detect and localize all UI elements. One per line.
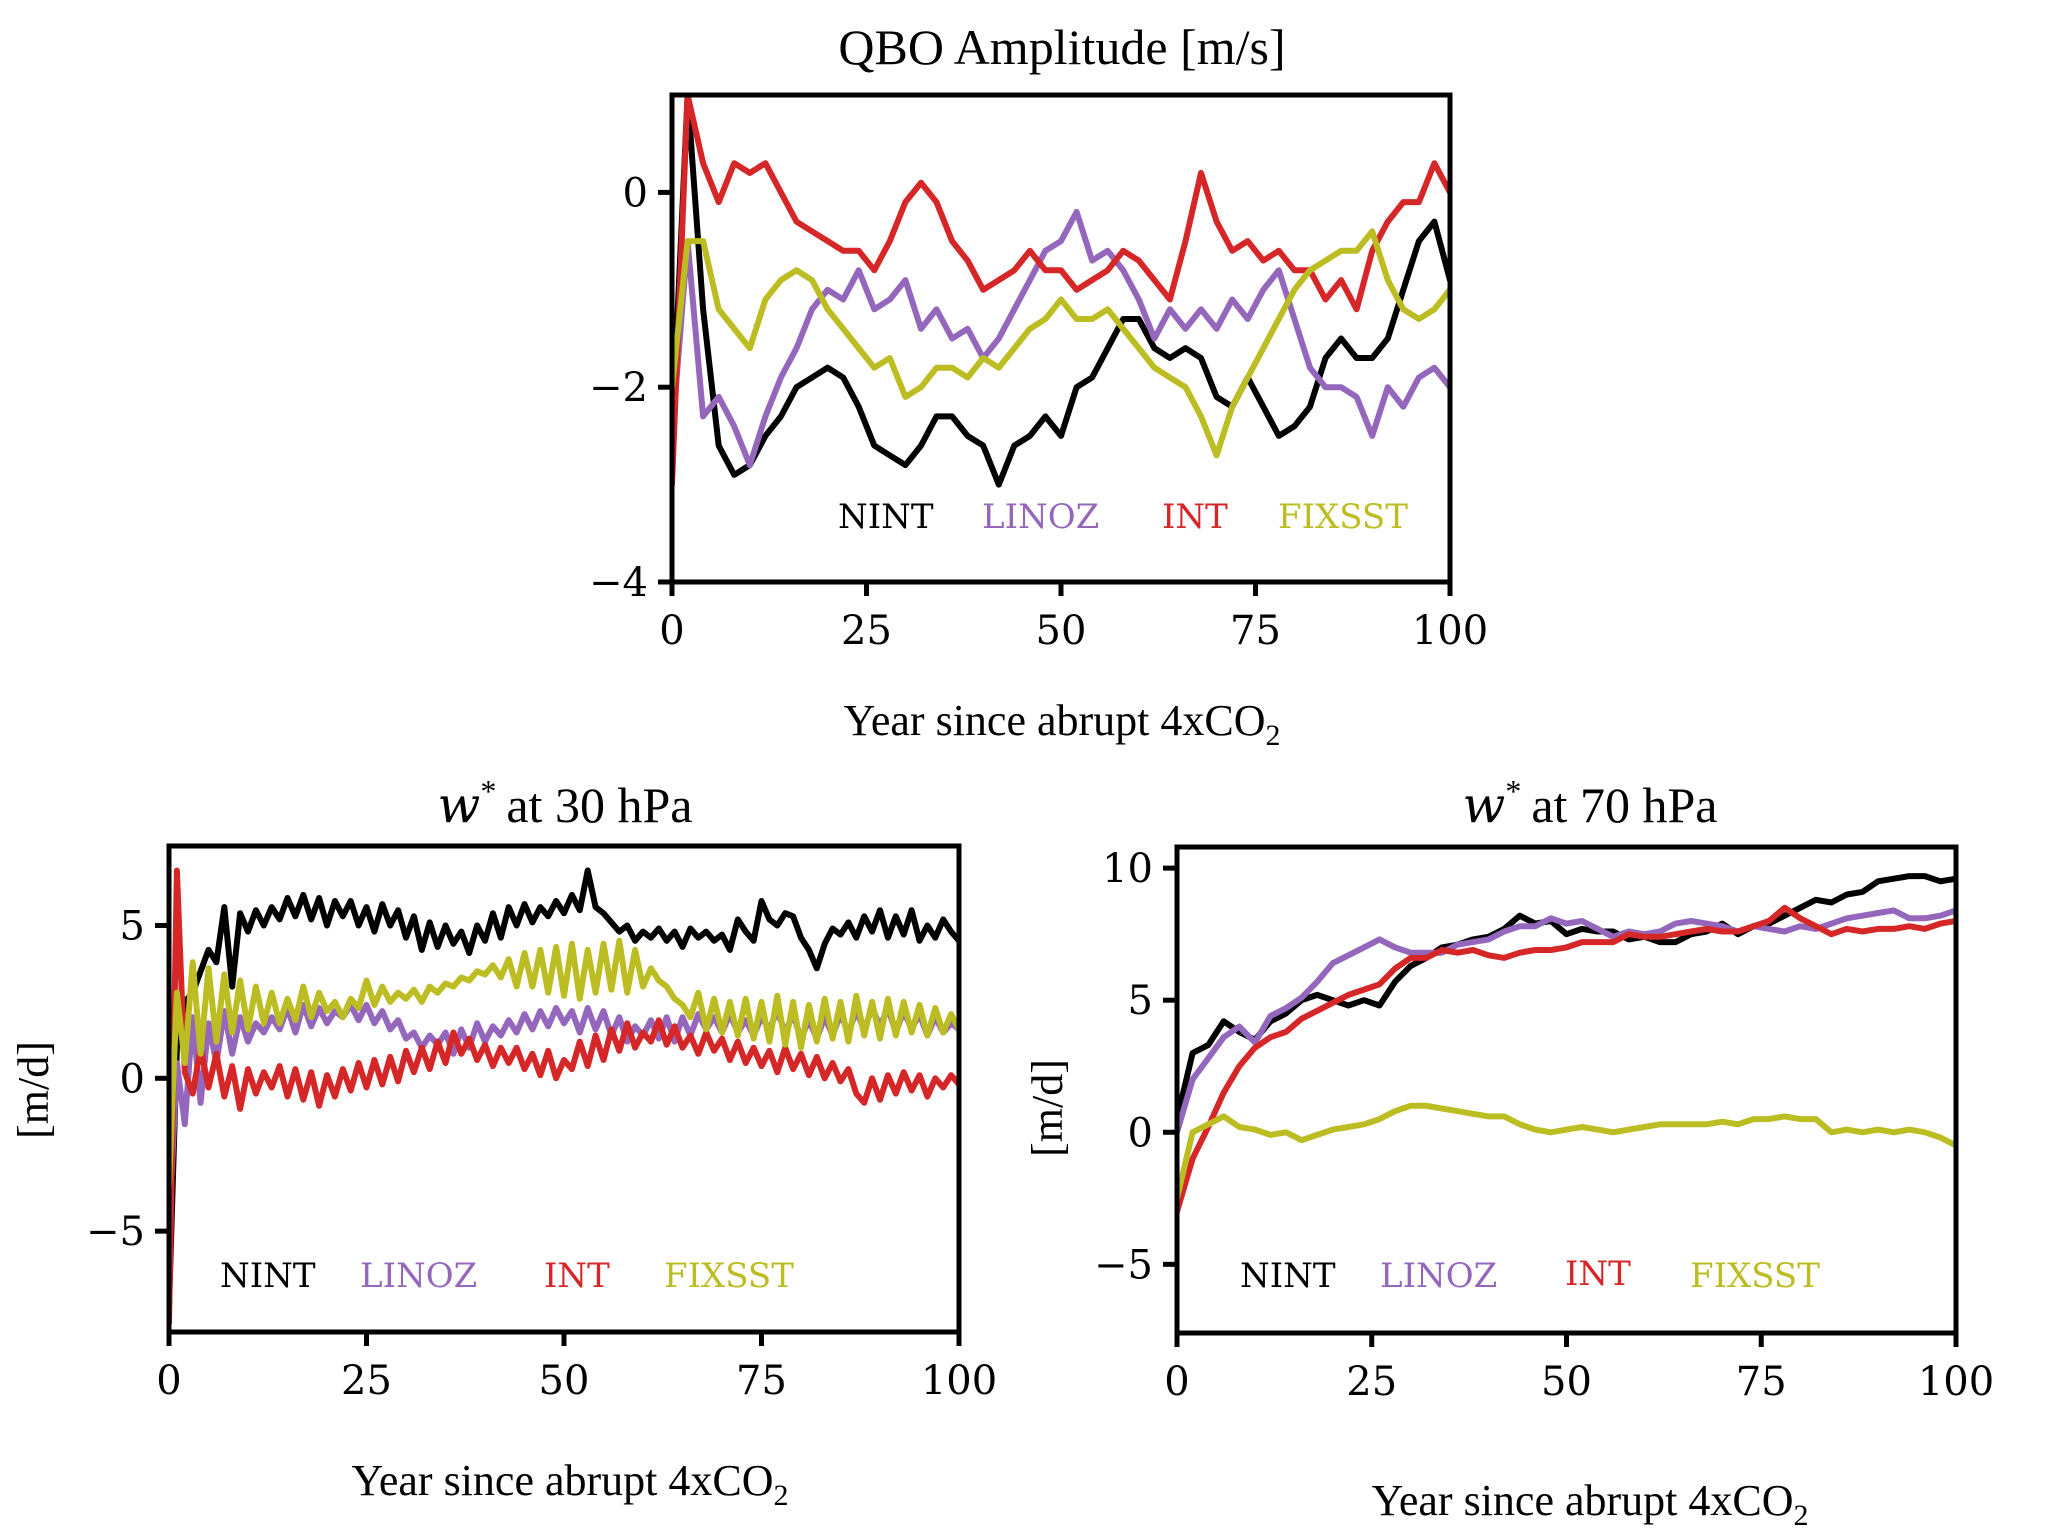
legend-linoz: LINOZ xyxy=(982,497,1099,537)
series-line-int xyxy=(672,95,1450,488)
x-tick-label: 100 xyxy=(1918,1359,1994,1405)
chart-title: w* at 70 hPa xyxy=(1463,773,1718,834)
series-line-fixsst xyxy=(169,937,959,1189)
legend-linoz: LINOZ xyxy=(360,1256,477,1296)
title-symbol: w xyxy=(438,776,481,834)
legend: NINT LINOZ INT FIXSST xyxy=(220,1256,794,1296)
x-tick-label: 0 xyxy=(156,1358,181,1404)
x-axis-label-text: Year since abrupt 4xCO xyxy=(351,1456,773,1505)
series-line-int xyxy=(169,867,959,1326)
legend: NINT LINOZ INT FIXSST xyxy=(1240,1254,1820,1296)
title-text: at 70 hPa xyxy=(1531,777,1717,833)
series-line-linoz xyxy=(169,1001,959,1235)
y-tick-label: 5 xyxy=(1128,978,1153,1024)
legend-int: INT xyxy=(1162,497,1228,537)
legend-fixsst: FIXSST xyxy=(1690,1256,1820,1296)
y-tick-label: −2 xyxy=(589,365,648,411)
series-line-nint xyxy=(1177,873,1956,1123)
legend: NINT LINOZ INT FIXSST xyxy=(838,497,1408,537)
axis-ticks: 0 25 50 75 100 0 −2 −4 xyxy=(589,170,1488,654)
y-tick-label: 0 xyxy=(1128,1110,1153,1156)
x-tick-label: 25 xyxy=(1346,1359,1397,1405)
series-layer xyxy=(672,95,1450,488)
series-line-fixsst xyxy=(1177,1102,1956,1202)
x-tick-label: 100 xyxy=(1412,608,1488,654)
y-axis-label: [m/d] xyxy=(9,1041,58,1139)
y-tick-label: −5 xyxy=(1094,1242,1153,1288)
y-tick-label: −5 xyxy=(86,1209,145,1255)
series-line-nint xyxy=(672,95,1450,488)
legend-fixsst: FIXSST xyxy=(1278,497,1408,537)
x-tick-label: 75 xyxy=(736,1358,787,1404)
legend-nint: NINT xyxy=(1240,1256,1336,1296)
x-axis-label-subscript: 2 xyxy=(1266,719,1281,752)
x-tick-label: 100 xyxy=(921,1358,997,1404)
title-superscript: * xyxy=(480,773,496,809)
series-line-linoz xyxy=(1177,907,1956,1136)
x-axis-label-text: Year since abrupt 4xCO xyxy=(1371,1476,1793,1525)
x-axis-label-text: Year since abrupt 4xCO xyxy=(843,696,1265,745)
series-line-fixsst xyxy=(672,228,1450,459)
y-axis-label: [m/d] xyxy=(1023,1059,1072,1157)
legend-nint: NINT xyxy=(838,497,934,537)
x-axis-label-subscript: 2 xyxy=(1794,1499,1809,1528)
legend-nint: NINT xyxy=(220,1256,316,1296)
x-axis-label: Year since abrupt 4xCO2 xyxy=(351,1456,788,1512)
x-tick-label: 75 xyxy=(1230,608,1281,654)
x-tick-label: 25 xyxy=(341,1358,392,1404)
y-tick-label: −4 xyxy=(589,560,648,606)
x-tick-label: 75 xyxy=(1736,1359,1787,1405)
chart-title: QBO Amplitude [m/s] xyxy=(838,19,1285,75)
x-tick-label: 25 xyxy=(841,608,892,654)
series-layer xyxy=(1177,873,1956,1215)
title-superscript: * xyxy=(1505,773,1521,809)
y-tick-label: 0 xyxy=(120,1056,145,1102)
legend-fixsst: FIXSST xyxy=(664,1256,794,1296)
y-tick-label: 10 xyxy=(1102,846,1153,892)
y-tick-label: 0 xyxy=(623,170,648,216)
qbo-amplitude-chart: QBO Amplitude [m/s] 0 25 50 75 100 0 −2 −4 NINT… xyxy=(589,19,1488,752)
x-tick-label: 50 xyxy=(1036,608,1087,654)
series-line-nint xyxy=(169,867,959,1311)
legend-int: INT xyxy=(1565,1254,1631,1294)
y-tick-label: 5 xyxy=(120,903,145,949)
x-tick-label: 0 xyxy=(1164,1359,1189,1405)
series-layer xyxy=(169,867,959,1326)
x-tick-label: 50 xyxy=(539,1358,590,1404)
chart-title: w* at 30 hPa xyxy=(438,773,693,834)
legend-int: INT xyxy=(544,1256,610,1296)
series-line-int xyxy=(1177,904,1956,1215)
x-tick-label: 50 xyxy=(1541,1359,1592,1405)
x-axis-label-subscript: 2 xyxy=(774,1479,789,1512)
x-axis-label: Year since abrupt 4xCO2 xyxy=(843,696,1280,752)
legend-linoz: LINOZ xyxy=(1380,1256,1497,1296)
series-line-linoz xyxy=(672,208,1450,469)
x-axis-label: Year since abrupt 4xCO2 xyxy=(1371,1476,1808,1528)
title-symbol: w xyxy=(1463,776,1506,834)
x-tick-label: 0 xyxy=(659,608,684,654)
title-text: at 30 hPa xyxy=(506,777,692,833)
